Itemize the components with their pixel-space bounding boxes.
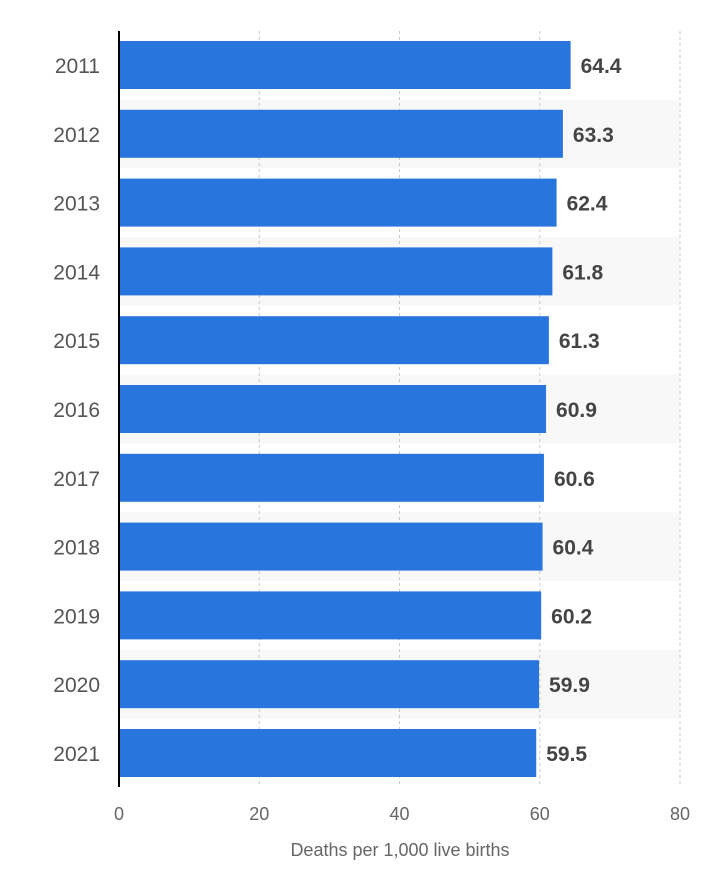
x-tick-label-40: 40: [389, 804, 409, 824]
x-tick-label-80: 80: [670, 804, 690, 824]
x-tick-label-0: 0: [114, 804, 124, 824]
category-label-2021: 2021: [53, 743, 100, 766]
bars: [119, 41, 571, 777]
value-labels: 64.4 63.3 62.4 61.8 61.3 60.9 60.6 60.4 60.2 59.9…: [546, 55, 622, 766]
value-label-2021: 59.5: [546, 743, 587, 766]
value-label-2011: 64.4: [581, 55, 622, 78]
category-label-2020: 2020: [53, 674, 100, 697]
bar-2018: [119, 522, 543, 571]
value-label-2020: 59.9: [549, 674, 590, 697]
bar-2019: [119, 591, 542, 640]
value-label-2014: 61.8: [562, 261, 603, 284]
bar-2015: [119, 316, 549, 365]
category-label-2012: 2012: [53, 124, 100, 147]
value-label-2016: 60.9: [556, 399, 597, 422]
category-label-2017: 2017: [53, 468, 100, 491]
bar-2016: [119, 385, 547, 433]
value-label-2018: 60.4: [553, 537, 594, 560]
bar-2013: [119, 178, 557, 227]
bar-2011: [119, 41, 571, 89]
category-labels: 2011 2012 2013 2014 2015 2016 2017 2018 2019 2020…: [53, 55, 100, 766]
category-label-2018: 2018: [53, 537, 100, 560]
value-label-2012: 63.3: [573, 124, 614, 147]
value-label-2013: 62.4: [567, 193, 608, 216]
category-label-2014: 2014: [53, 261, 100, 284]
value-label-2017: 60.6: [554, 468, 595, 491]
category-label-2015: 2015: [53, 330, 100, 353]
bar-2020: [119, 660, 540, 709]
x-axis-title: Deaths per 1,000 live births: [290, 840, 509, 860]
category-label-2013: 2013: [53, 193, 100, 216]
bar-2012: [119, 109, 563, 158]
category-label-2011: 2011: [55, 55, 100, 78]
x-tick-label-20: 20: [249, 804, 269, 824]
value-label-2019: 60.2: [551, 605, 592, 628]
bar-2014: [119, 247, 553, 296]
category-label-2019: 2019: [53, 605, 100, 628]
value-label-2015: 61.3: [559, 330, 600, 353]
bar-2021: [119, 729, 537, 777]
category-label-2016: 2016: [53, 399, 100, 422]
x-tick-label-60: 60: [530, 804, 550, 824]
x-tick-labels: 0 20 40 60 80: [114, 804, 690, 824]
bar-2017: [119, 453, 544, 502]
